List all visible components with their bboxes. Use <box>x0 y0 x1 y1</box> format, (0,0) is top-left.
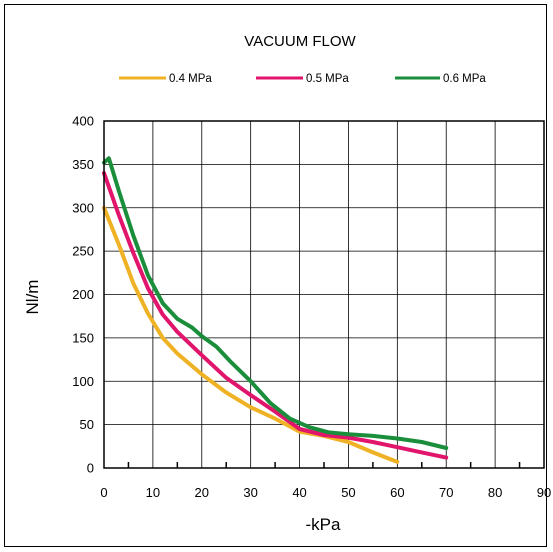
series-line-0-4-mpa <box>102 205 400 464</box>
series-line-0-6-mpa <box>102 156 449 450</box>
x-tick-label: 0 <box>100 485 107 500</box>
legend: 0.4 MPa 0.5 MPa 0.6 MPa <box>119 73 486 85</box>
y-tick-label: 50 <box>80 417 94 432</box>
x-tick-label: 60 <box>390 485 404 500</box>
y-tick-label: 300 <box>72 200 94 215</box>
y-tick-labels: 0 50 100 150 200 250 300 350 400 <box>72 114 94 476</box>
y-tick-label: 0 <box>87 461 94 476</box>
x-tick-label: 80 <box>488 485 502 500</box>
y-tick-label: 100 <box>72 374 94 389</box>
x-tick-label: 90 <box>537 485 551 500</box>
x-minor-ticks <box>127 462 521 468</box>
y-tick-label: 200 <box>72 287 94 302</box>
y-tick-label: 150 <box>72 330 94 345</box>
legend-label-0-6-mpa: 0.6 MPa <box>443 73 486 85</box>
x-tick-label: 30 <box>243 485 257 500</box>
y-tick-label: 250 <box>72 244 94 259</box>
x-tick-label: 40 <box>292 485 306 500</box>
y-tick-label: 350 <box>72 157 94 172</box>
chart-frame <box>4 4 547 547</box>
y-axis-title: Nl/m <box>23 280 42 315</box>
series-line-0-5-mpa <box>102 171 449 460</box>
x-axis-title: -kPa <box>306 515 342 534</box>
x-tick-label: 70 <box>439 485 453 500</box>
series-lines <box>102 156 449 464</box>
legend-label-0-4-mpa: 0.4 MPa <box>169 73 212 85</box>
x-tick-labels: 0 10 20 30 40 50 60 70 80 90 <box>100 485 551 500</box>
y-tick-label: 400 <box>72 114 94 129</box>
x-tick-label: 20 <box>195 485 209 500</box>
chart-title: VACUUM FLOW <box>244 33 356 50</box>
legend-label-0-5-mpa: 0.5 MPa <box>306 73 349 85</box>
x-tick-label: 10 <box>146 485 160 500</box>
x-tick-label: 50 <box>341 485 355 500</box>
grid <box>103 120 545 469</box>
